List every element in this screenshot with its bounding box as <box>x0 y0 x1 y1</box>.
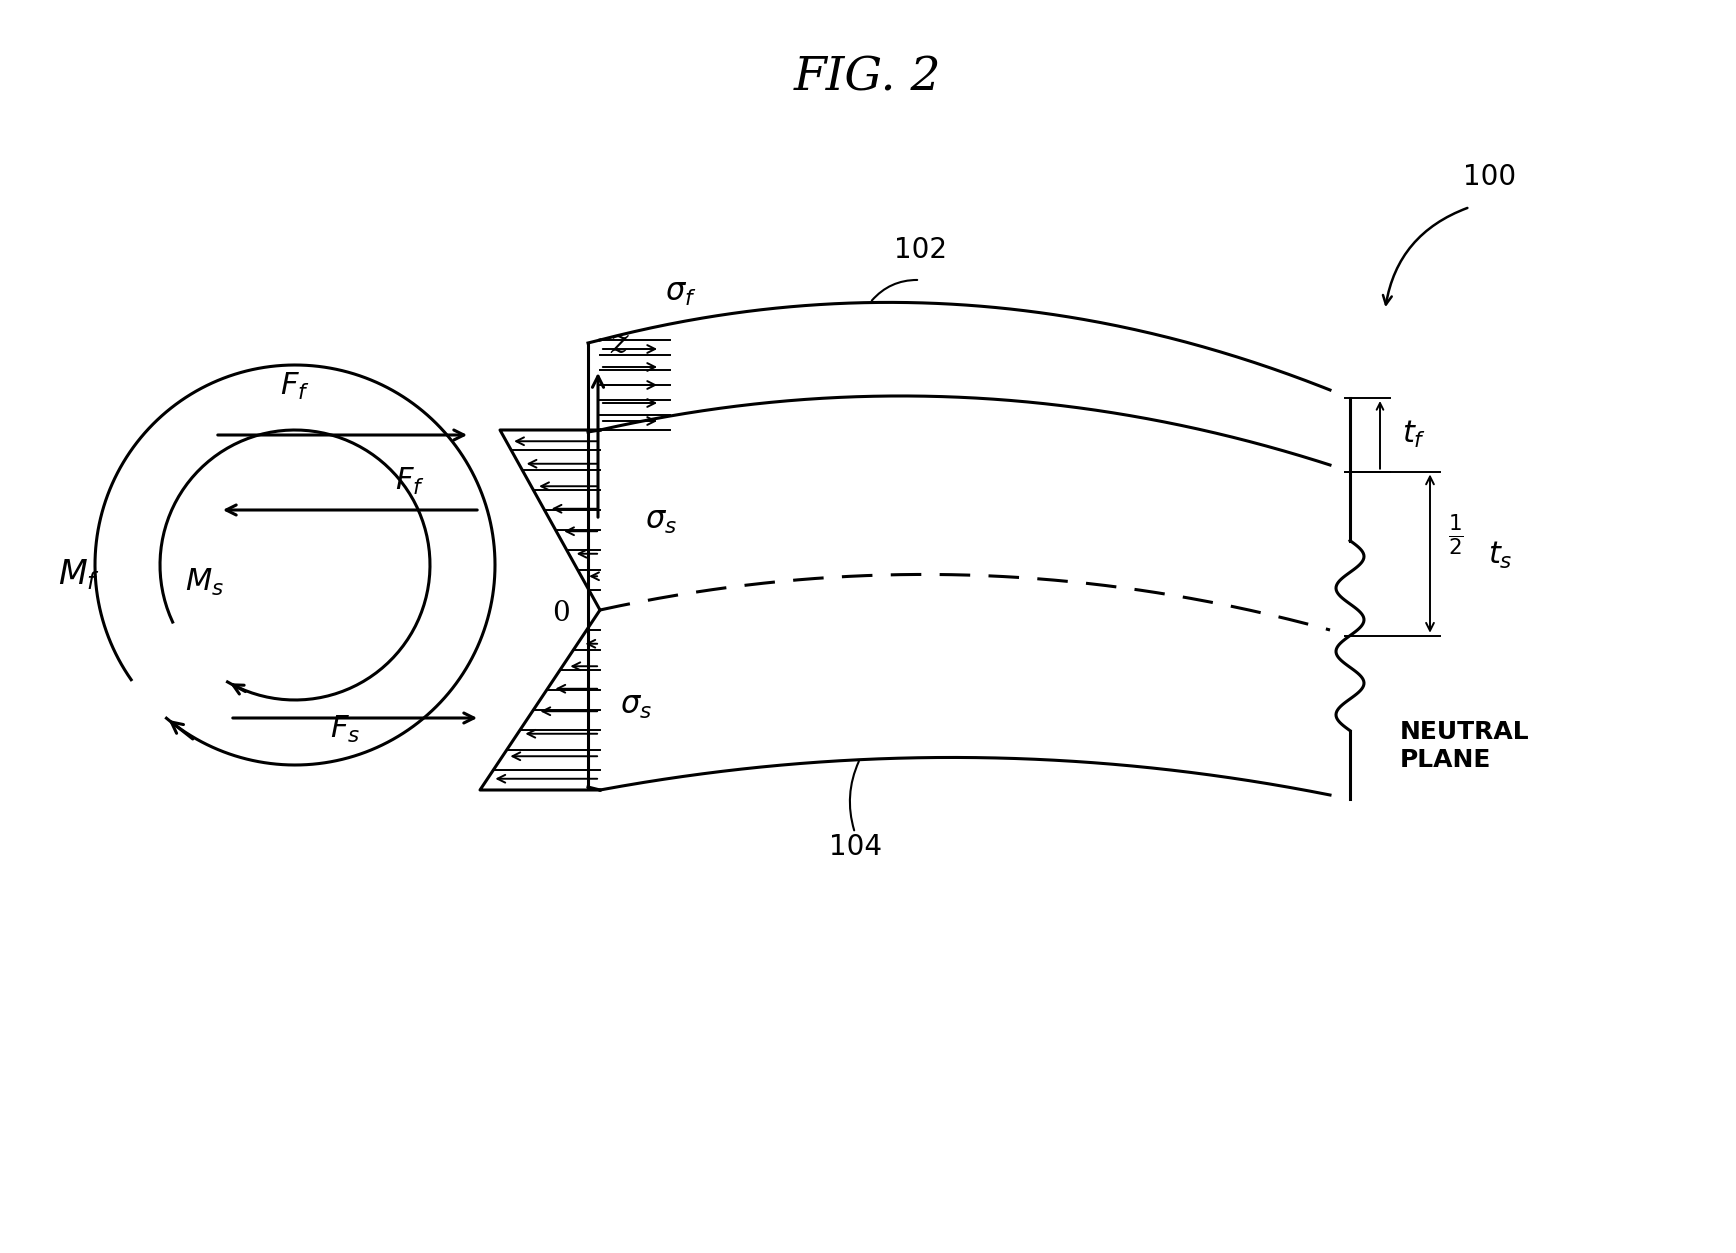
Text: 0: 0 <box>552 599 569 626</box>
Text: $M_s$: $M_s$ <box>186 566 224 598</box>
Text: 100: 100 <box>1463 163 1517 190</box>
Text: $F_f$: $F_f$ <box>396 466 425 497</box>
Text: $\sigma_f$: $\sigma_f$ <box>665 277 696 308</box>
Text: $\sigma_s$: $\sigma_s$ <box>620 689 653 720</box>
Text: FIG. 2: FIG. 2 <box>793 55 943 100</box>
Text: 104: 104 <box>828 833 882 861</box>
Text: $F_s$: $F_s$ <box>330 714 359 746</box>
Polygon shape <box>589 340 601 789</box>
Text: $t_s$: $t_s$ <box>1488 540 1512 571</box>
Text: 102: 102 <box>894 236 946 264</box>
Text: NEUTRAL
PLANE: NEUTRAL PLANE <box>1399 720 1529 772</box>
Text: z: z <box>609 328 628 360</box>
Text: $\sigma_s$: $\sigma_s$ <box>646 505 677 535</box>
Text: $\frac{1}{2}$: $\frac{1}{2}$ <box>1448 512 1463 559</box>
Text: $t_f$: $t_f$ <box>1403 420 1427 450</box>
Text: $M_f$: $M_f$ <box>57 558 101 593</box>
Text: $F_f$: $F_f$ <box>279 371 311 402</box>
